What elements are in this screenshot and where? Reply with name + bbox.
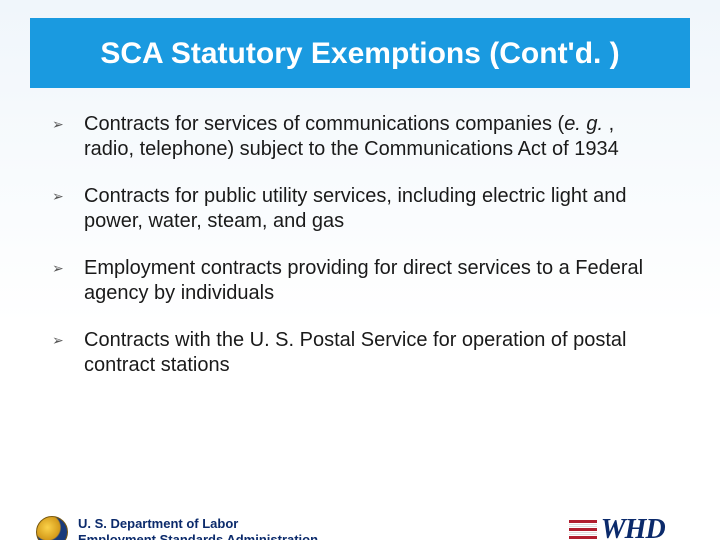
bullet-list: ➢ Contracts for services of communicatio… <box>52 112 668 378</box>
slide-body: ➢ Contracts for services of communicatio… <box>0 88 720 378</box>
bullet-text: Contracts for services of communications… <box>84 113 619 160</box>
slide-title: SCA Statutory Exemptions (Cont'd. ) <box>30 18 690 88</box>
bullet-text: Employment contracts providing for direc… <box>84 257 643 304</box>
bullet-item: ➢ Contracts for services of communicatio… <box>52 112 668 162</box>
bullet-marker-icon: ➢ <box>52 188 64 206</box>
bullet-text: Contracts for public utility services, i… <box>84 185 626 232</box>
whd-letters: WHD <box>601 516 665 540</box>
footer-left: U. S. Department of Labor Employment Sta… <box>36 516 318 540</box>
bullet-text-italic: e. g. <box>564 113 603 135</box>
bullet-marker-icon: ➢ <box>52 116 64 134</box>
bullet-marker-icon: ➢ <box>52 332 64 350</box>
dol-seal-icon <box>36 516 68 540</box>
bullet-item: ➢ Contracts with the U. S. Postal Servic… <box>52 328 668 378</box>
footer-line2: Employment Standards Administration <box>78 532 318 540</box>
slide-footer: U. S. Department of Labor Employment Sta… <box>0 516 720 540</box>
bullet-text-pre: Contracts for services of communications… <box>84 113 564 135</box>
whd-logo: WHD U.S. Wage and Hour Division <box>569 516 684 540</box>
flag-stripes-icon <box>569 520 597 540</box>
footer-text: U. S. Department of Labor Employment Sta… <box>78 516 318 540</box>
bullet-marker-icon: ➢ <box>52 260 64 278</box>
slide: { "slide": { "title": "SCA Statutory Exe… <box>0 18 720 540</box>
footer-line1: U. S. Department of Labor <box>78 516 318 532</box>
bullet-item: ➢ Contracts for public utility services,… <box>52 184 668 234</box>
bullet-text: Contracts with the U. S. Postal Service … <box>84 329 626 376</box>
whd-text: WHD U.S. Wage and Hour Division <box>601 516 684 540</box>
bullet-item: ➢ Employment contracts providing for dir… <box>52 256 668 306</box>
